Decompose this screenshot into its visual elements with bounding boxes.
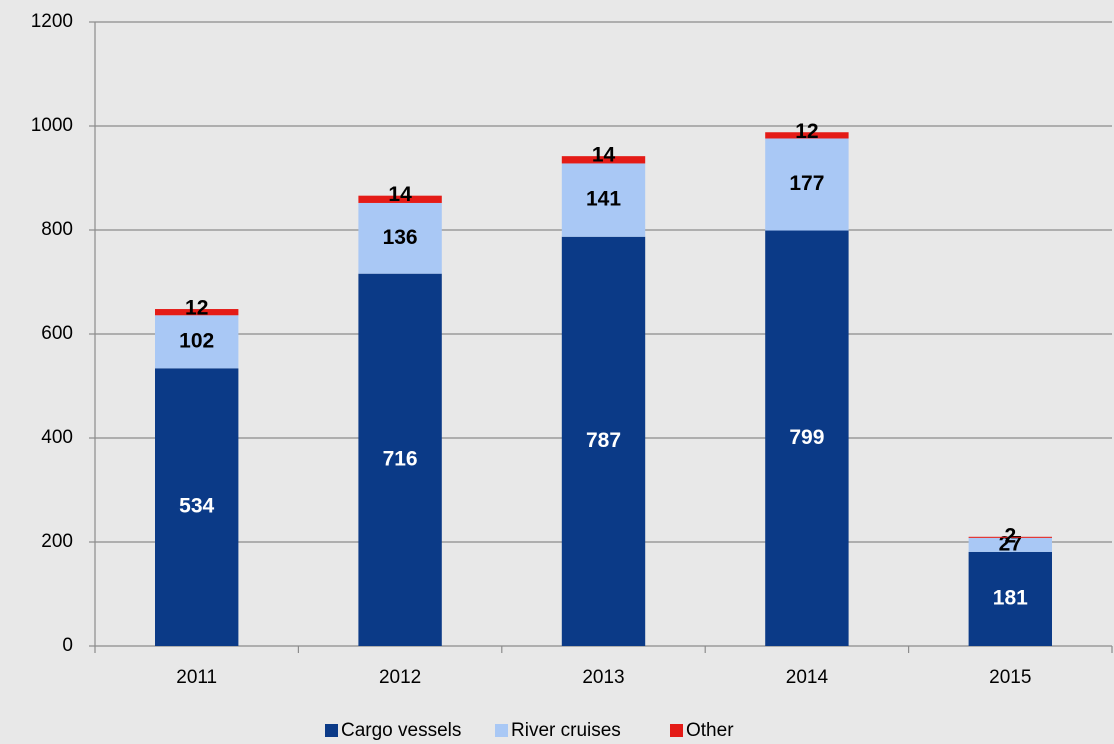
bar-segment: [155, 368, 239, 646]
bar-segment: [358, 273, 442, 646]
data-label: 799: [789, 426, 824, 449]
data-label: 102: [179, 329, 214, 352]
legend-swatch: [495, 724, 508, 737]
bar-segment: [968, 537, 1052, 552]
y-tick-label: 400: [41, 427, 73, 448]
data-label: 181: [993, 586, 1028, 609]
bar-segment: [155, 309, 239, 316]
bar-segment: [561, 236, 646, 646]
bar-segment: [561, 156, 646, 164]
legend-label: Cargo vessels: [341, 720, 461, 741]
data-label: 136: [383, 226, 418, 249]
bar-segment: [968, 551, 1052, 646]
legend-label: River cruises: [511, 720, 621, 741]
data-label: 2: [1004, 524, 1016, 547]
bar-segment: [765, 138, 849, 231]
legend-swatch: [670, 724, 683, 737]
y-tick-label: 0: [62, 635, 73, 656]
y-tick-label: 1000: [31, 115, 73, 136]
data-label: 177: [789, 172, 824, 195]
bar-segment: [155, 315, 239, 369]
bar-segment: [968, 536, 1052, 538]
legend-swatch: [325, 724, 338, 737]
x-tick-label: 2013: [582, 667, 624, 688]
bar-segment: [358, 202, 442, 274]
data-label: 787: [586, 429, 621, 452]
data-label: 14: [388, 183, 412, 206]
legend-label: Other: [686, 720, 734, 741]
bar-segment: [765, 132, 849, 139]
bar-segment: [358, 195, 442, 203]
y-tick-label: 600: [41, 323, 73, 344]
x-tick-label: 2011: [176, 667, 217, 688]
y-tick-label: 1200: [31, 11, 73, 32]
x-tick-label: 2014: [786, 667, 829, 688]
y-tick-label: 200: [41, 531, 73, 552]
data-label: 716: [383, 447, 418, 470]
data-label: 141: [586, 188, 621, 211]
data-label: 12: [185, 297, 208, 320]
y-tick-label: 800: [41, 219, 73, 240]
data-label: 12: [795, 120, 818, 143]
bar-segment: [561, 163, 646, 237]
data-label: 14: [592, 144, 616, 167]
x-tick-label: 2015: [989, 667, 1031, 688]
bar-segment: [765, 230, 849, 646]
data-label: 534: [179, 495, 214, 518]
x-tick-label: 2012: [379, 667, 421, 688]
data-label: 27: [999, 532, 1022, 555]
